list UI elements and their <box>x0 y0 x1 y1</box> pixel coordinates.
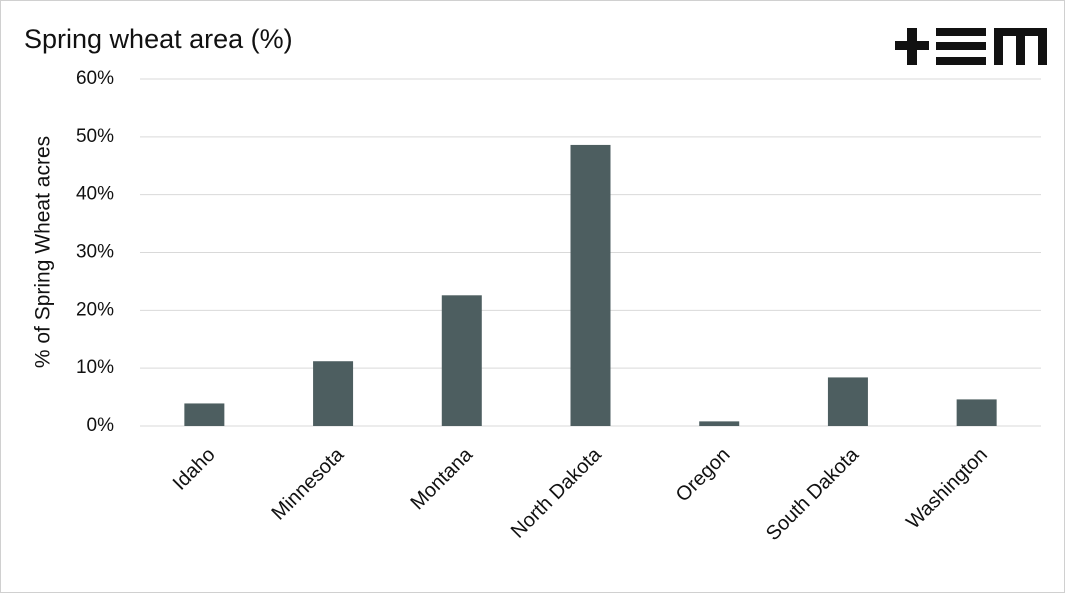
bar <box>570 144 611 426</box>
y-tick-label: 40% <box>76 184 114 205</box>
y-tick-label: 60% <box>76 68 114 89</box>
y-tick-label: 0% <box>87 415 115 436</box>
bar <box>184 403 225 426</box>
y-tick-label: 20% <box>76 299 114 320</box>
bar <box>441 295 482 426</box>
bar <box>827 377 868 426</box>
bar <box>956 399 997 426</box>
y-axis-label: % of Spring Wheat acres <box>32 136 55 368</box>
y-tick-label: 10% <box>76 357 114 378</box>
bar <box>699 421 740 426</box>
logo <box>895 28 1047 65</box>
bar <box>313 361 354 426</box>
y-tick-label: 50% <box>76 126 114 147</box>
chart-title: Spring wheat area (%) <box>24 24 293 54</box>
y-tick-label: 30% <box>76 242 114 263</box>
